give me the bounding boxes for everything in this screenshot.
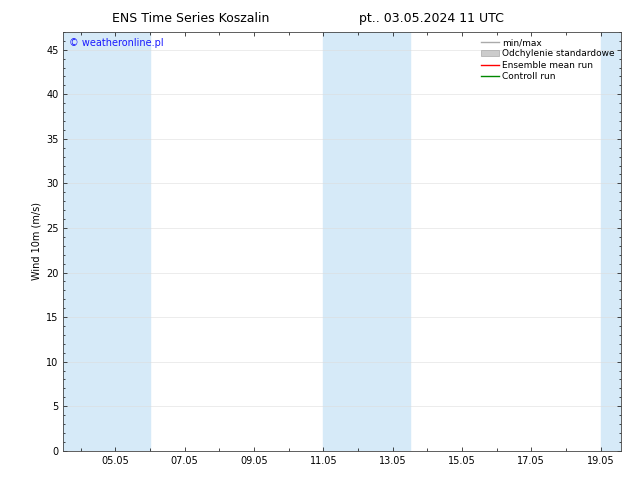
Y-axis label: Wind 10m (m/s): Wind 10m (m/s) bbox=[32, 202, 42, 280]
Bar bbox=[323, 32, 410, 451]
Bar bbox=[63, 32, 150, 451]
Legend: min/max, Odchylenie standardowe, Ensemble mean run, Controll run: min/max, Odchylenie standardowe, Ensembl… bbox=[479, 36, 617, 83]
Text: © weatheronline.pl: © weatheronline.pl bbox=[69, 38, 164, 48]
Bar bbox=[600, 32, 621, 451]
Text: pt.. 03.05.2024 11 UTC: pt.. 03.05.2024 11 UTC bbox=[359, 12, 503, 25]
Text: ENS Time Series Koszalin: ENS Time Series Koszalin bbox=[112, 12, 269, 25]
